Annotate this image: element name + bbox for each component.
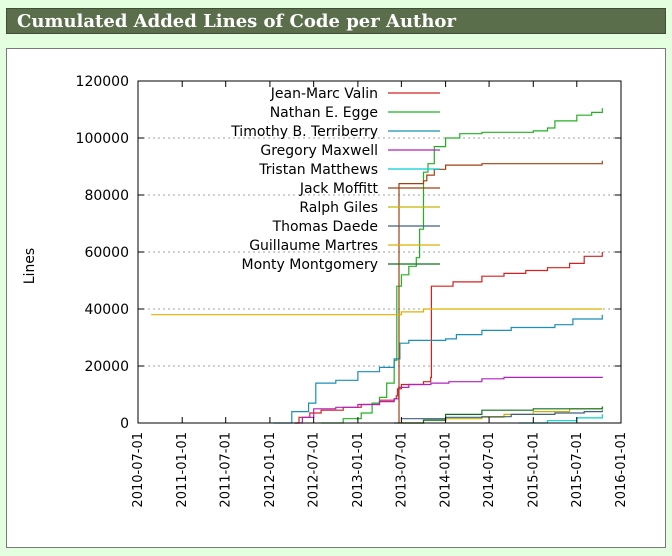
legend-label: Monty Montgomery — [242, 257, 379, 273]
series-lines — [151, 108, 603, 424]
x-tick-label: 2015-01-01 — [526, 432, 541, 508]
y-tick-label: 100000 — [76, 131, 129, 147]
y-tick-label: 120000 — [76, 74, 129, 90]
legend-label: Guillaume Martres — [249, 238, 378, 254]
series-line-0 — [294, 252, 603, 424]
series-line-9 — [394, 406, 603, 424]
x-tick-label: 2016-01-01 — [614, 432, 629, 508]
y-tick-label: 80000 — [84, 188, 129, 204]
legend-label: Thomas Daede — [272, 219, 378, 235]
y-axis-label: Lines — [22, 248, 38, 284]
line-chart: 0 20000 40000 60000 80000 100000 120000 2010-0… — [22, 74, 629, 508]
title-bar: Cumulated Added Lines of Code per Author — [6, 8, 666, 34]
y-tick-label: 40000 — [84, 302, 129, 318]
legend-label: Jean-Marc Valin — [270, 86, 378, 102]
y-tick-label: 0 — [120, 416, 129, 432]
series-line-5 — [398, 160, 603, 424]
x-tick-label: 2012-07-01 — [307, 432, 322, 508]
x-tick-label: 2014-01-01 — [439, 432, 454, 508]
series-line-8 — [151, 308, 603, 316]
series-line-2 — [273, 314, 603, 424]
x-tick-label: 2015-07-01 — [570, 432, 585, 508]
x-tick-label: 2010-07-01 — [131, 432, 146, 508]
x-axis-ticks: 2010-07-01 2011-01-01 2011-07-01 2012-01-01… — [131, 81, 629, 508]
x-tick-label: 2013-07-01 — [394, 432, 409, 508]
legend: Jean-Marc Valin Nathan E. Egge Timothy B. … — [230, 86, 440, 273]
legend-label: Gregory Maxwell — [260, 143, 378, 159]
grid-lines — [138, 137, 621, 367]
legend-label: Nathan E. Egge — [270, 105, 378, 121]
series-line-3 — [295, 376, 603, 424]
series-line-4 — [518, 414, 603, 424]
x-tick-label: 2013-01-01 — [351, 432, 366, 508]
legend-label: Timothy B. Terriberry — [230, 124, 378, 140]
x-tick-label: 2014-07-01 — [482, 432, 497, 508]
y-axis-ticks: 0 20000 40000 60000 80000 100000 120000 — [76, 74, 621, 432]
x-tick-label: 2011-07-01 — [219, 432, 234, 508]
legend-label: Ralph Giles — [299, 200, 378, 216]
y-tick-label: 20000 — [84, 359, 129, 375]
legend-label: Jack Moffitt — [299, 181, 379, 197]
x-tick-label: 2012-01-01 — [263, 432, 278, 508]
legend-label: Tristan Matthews — [258, 162, 378, 178]
y-tick-label: 60000 — [84, 245, 129, 261]
series-line-1 — [321, 108, 603, 424]
page-title: Cumulated Added Lines of Code per Author — [17, 11, 456, 32]
chart-panel: 0 20000 40000 60000 80000 100000 120000 2010-0… — [6, 48, 666, 548]
x-tick-label: 2011-01-01 — [175, 432, 190, 508]
